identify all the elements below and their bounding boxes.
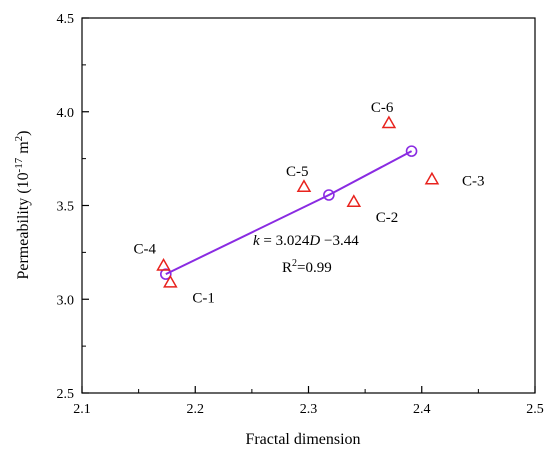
y-title-exp: -17 (13, 157, 25, 172)
x-tick-label: 2.4 (413, 402, 431, 417)
y-tick-label: 4.0 (57, 106, 75, 121)
equation-k: k (253, 233, 260, 249)
x-tick-label: 2.1 (73, 402, 91, 417)
x-tick-label: 2.2 (187, 402, 205, 417)
fit-circle-marker (405, 145, 418, 157)
markers-group (156, 115, 440, 288)
y-title-unit: m (15, 141, 32, 158)
equation-d: D (308, 233, 320, 249)
point-label: C-5 (286, 164, 309, 180)
fit-line-group (160, 145, 418, 280)
y-tick-label: 2.5 (57, 387, 75, 402)
point-label: C-2 (376, 210, 399, 226)
r2-value: =0.99 (297, 260, 332, 276)
point-label: C-6 (371, 100, 394, 116)
point-label: C-1 (192, 290, 215, 306)
y-title-close: ) (15, 130, 32, 135)
triangle-marker (424, 171, 440, 185)
r2-r: R (282, 260, 292, 276)
x-tick-label: 2.5 (526, 402, 544, 417)
triangle-marker (156, 257, 171, 271)
equation-rest: −3.44 (320, 233, 359, 249)
y-tick-label: 3.0 (57, 293, 75, 308)
point-label: C-4 (134, 242, 157, 258)
triangle-marker (296, 179, 312, 192)
y-title-unit-exp: 2 (13, 136, 25, 142)
y-tick-label: 4.5 (57, 12, 75, 27)
fit-circle-marker (160, 268, 172, 280)
point-labels-group: C-1 C-2 C-3 C-4 C-5 C-6 (134, 100, 485, 306)
triangle-marker (346, 194, 362, 207)
r2-exp: 2 (292, 258, 297, 269)
fit-line (165, 150, 413, 275)
fit-equation: k = 3.024D −3.44 (253, 233, 359, 249)
y-title-main: Permeability (10 (15, 172, 32, 279)
axes: 2.1 2.2 2.3 2.4 2.5 2.5 3.0 3.5 4.0 4.5 (57, 12, 544, 417)
y-tick-label: 3.5 (57, 200, 75, 215)
x-tick-label: 2.3 (300, 402, 318, 417)
triangle-marker (163, 274, 178, 288)
fit-circle-marker (323, 189, 335, 201)
y-axis-title: Permeability (10-17 m2) (13, 130, 32, 279)
equation-coef: = 3.024 (260, 233, 310, 249)
x-axis-title: Fractal dimension (245, 431, 360, 448)
r-squared: R2=0.99 (282, 258, 332, 276)
triangle-marker (381, 115, 397, 129)
point-label: C-3 (462, 173, 485, 189)
